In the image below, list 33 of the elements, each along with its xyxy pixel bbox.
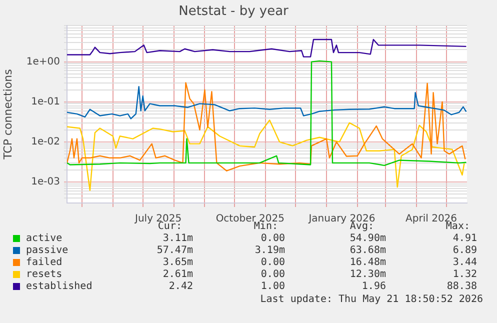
text: 16.48m <box>350 257 386 268</box>
legend-label: resets <box>26 269 62 280</box>
text: 54.90m <box>350 233 386 244</box>
text: 3.19m <box>254 245 285 256</box>
text: 1.32 <box>452 269 477 280</box>
y-tick-label: 1e-02 <box>31 136 60 148</box>
text: 3.11m <box>162 233 193 244</box>
text: 88.38 <box>446 281 477 292</box>
legend-label: passive <box>26 245 68 256</box>
text: 6.89 <box>452 245 477 256</box>
y-tick-label: 1e-03 <box>31 176 60 188</box>
legend-label: failed <box>26 257 62 268</box>
text: 63.68m <box>350 245 386 256</box>
legend-label: established <box>26 281 92 292</box>
y-tick-label: 1e-01 <box>31 96 60 108</box>
text: Min: <box>254 221 278 232</box>
text: 3.65m <box>162 257 193 268</box>
text: 4.91 <box>452 233 477 244</box>
y-axis-title: TCP connections <box>1 68 14 160</box>
text: Last update: Thu May 21 18:50:52 2026 <box>260 294 483 305</box>
text: 3.44 <box>452 257 477 268</box>
text: 2.61m <box>162 269 193 280</box>
y-tick-label: 1e+00 <box>26 56 60 68</box>
text: 1.00 <box>260 281 285 292</box>
chart-title: Netstat - by year <box>178 4 290 20</box>
text: 2.42 <box>168 281 193 292</box>
text: 1.96 <box>362 281 386 292</box>
text: 12.30m <box>350 269 386 280</box>
text: 0.00 <box>260 257 285 268</box>
legend-label: active <box>26 233 62 244</box>
text: 57.47m <box>156 245 193 256</box>
text: 0.00 <box>260 233 285 244</box>
text: 0.00 <box>260 269 285 280</box>
